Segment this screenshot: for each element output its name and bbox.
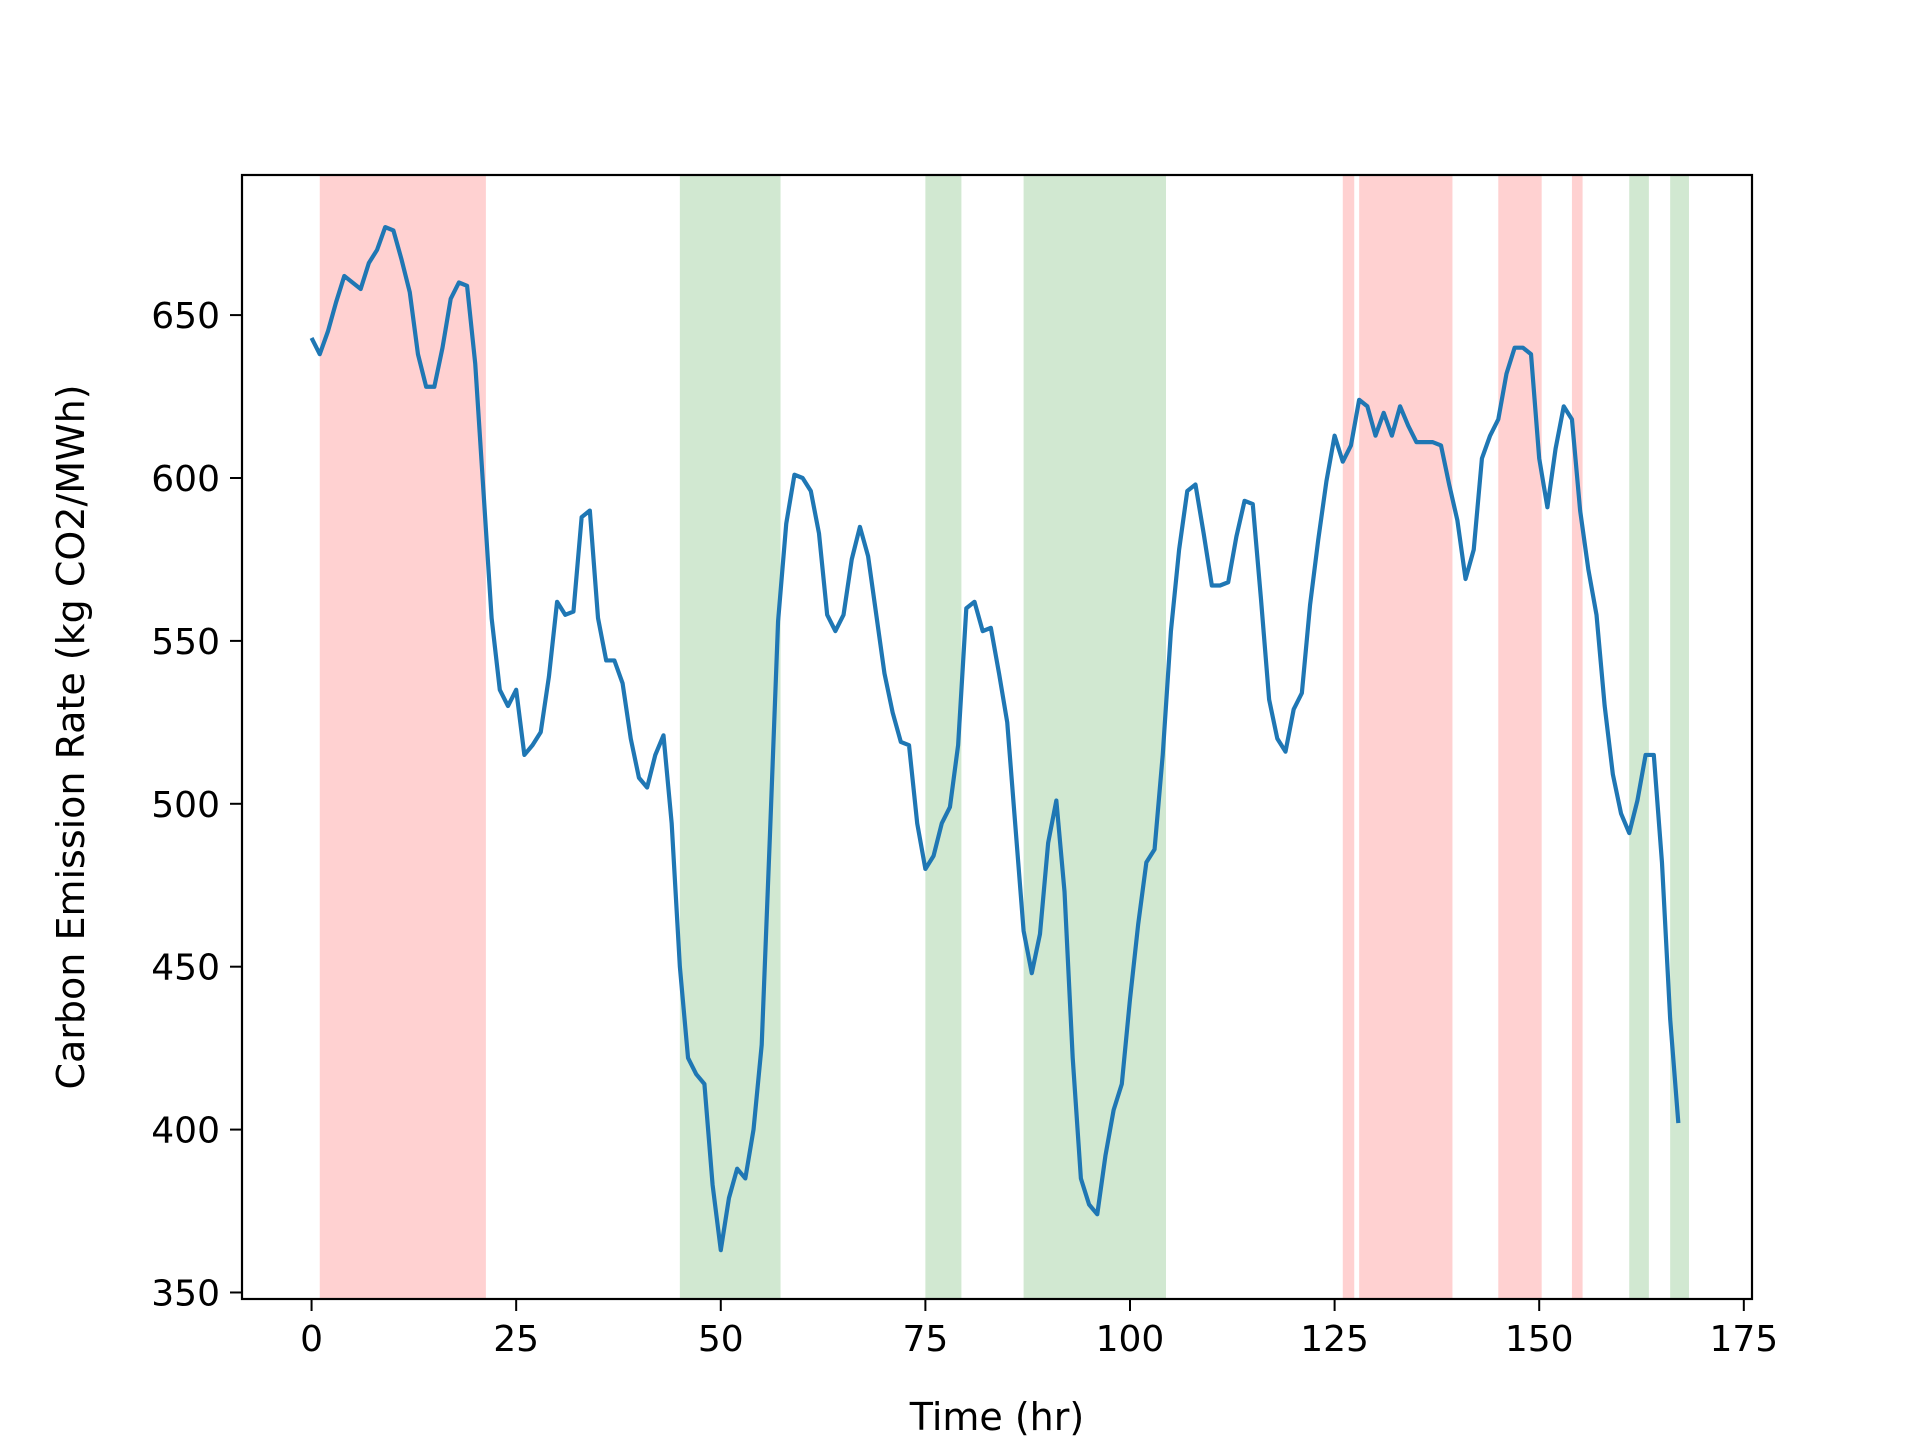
y-tick-label: 600 xyxy=(151,459,220,500)
x-tick-label: 50 xyxy=(698,1319,744,1360)
x-tick-label: 150 xyxy=(1505,1319,1574,1360)
high-emission-band xyxy=(1498,175,1542,1299)
y-tick-label: 400 xyxy=(151,1111,220,1152)
series-line xyxy=(309,225,1681,1253)
x-tick-label: 75 xyxy=(902,1319,948,1360)
y-tick-label: 650 xyxy=(151,296,220,337)
x-tick-label: 125 xyxy=(1300,1319,1369,1360)
low-emission-band xyxy=(925,175,962,1299)
low-emission-band xyxy=(1023,175,1167,1299)
y-tick-label: 500 xyxy=(151,785,220,826)
high-emission-band xyxy=(319,175,486,1299)
y-tick-label: 550 xyxy=(151,622,220,663)
low-emission-band xyxy=(1629,175,1649,1299)
x-axis: 0 25 50 75 100 125 150 175 xyxy=(300,1299,1778,1360)
x-axis-label: Time (hr) xyxy=(909,1395,1084,1439)
y-axis: 350 400 450 500 550 600 650 xyxy=(151,296,242,1314)
high-emission-band xyxy=(1359,175,1453,1299)
low-emission-band xyxy=(1670,175,1689,1299)
x-tick-label: 0 xyxy=(300,1319,323,1360)
x-tick-label: 175 xyxy=(1709,1319,1778,1360)
high-emission-band xyxy=(1342,175,1355,1299)
y-axis-label: Carbon Emission Rate (kg CO2/MWh) xyxy=(49,384,93,1089)
y-tick-label: 450 xyxy=(151,948,220,989)
x-tick-label: 25 xyxy=(493,1319,539,1360)
series-layer xyxy=(309,225,1681,1253)
y-tick-label: 350 xyxy=(151,1273,220,1314)
high-emission-band xyxy=(1571,175,1583,1299)
emission-bands xyxy=(319,175,1689,1299)
low-emission-band xyxy=(679,175,781,1299)
x-tick-label: 100 xyxy=(1096,1319,1165,1360)
plot-frame xyxy=(240,173,1754,1301)
